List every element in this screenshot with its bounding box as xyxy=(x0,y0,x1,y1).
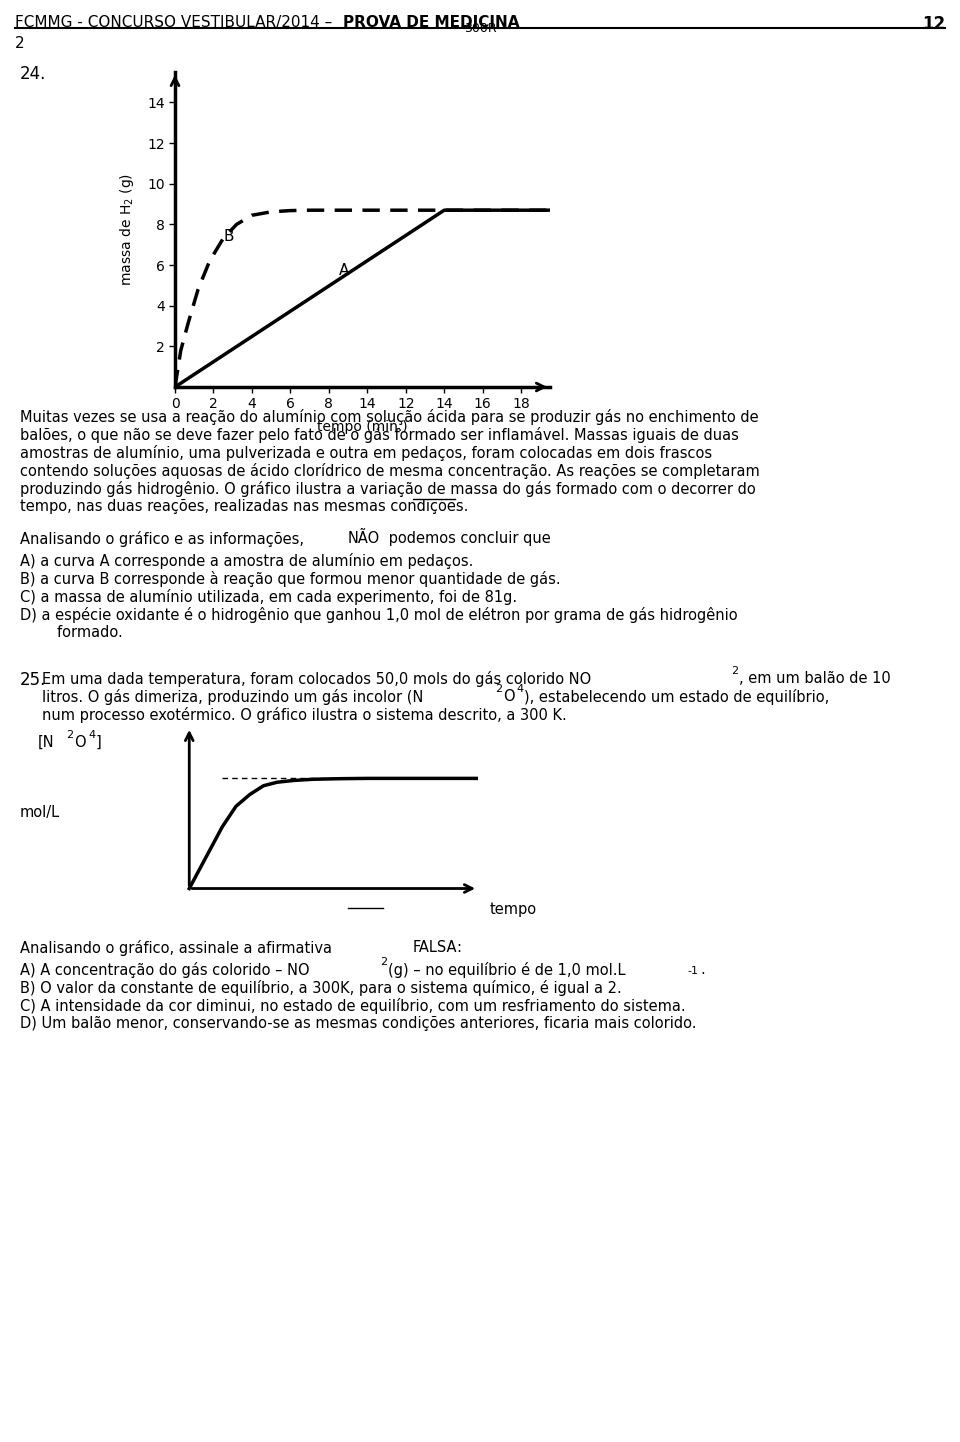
Text: -1: -1 xyxy=(687,966,698,976)
Text: :: : xyxy=(456,940,461,955)
Text: 25.: 25. xyxy=(20,671,46,689)
Y-axis label: massa de H$_2$ (g): massa de H$_2$ (g) xyxy=(118,173,136,286)
Text: B) a curva B corresponde à reação que formou menor quantidade de gás.: B) a curva B corresponde à reação que fo… xyxy=(20,571,561,587)
Text: D) Um balão menor, conservando-se as mesmas condições anteriores, ficaria mais c: D) Um balão menor, conservando-se as mes… xyxy=(20,1017,697,1031)
Text: 12: 12 xyxy=(922,14,945,33)
Text: Analisando o gráfico, assinale a afirmativa: Analisando o gráfico, assinale a afirmat… xyxy=(20,940,337,956)
Text: 2: 2 xyxy=(380,957,387,968)
Text: (g) – no equilíbrio é de 1,0 mol.L: (g) – no equilíbrio é de 1,0 mol.L xyxy=(388,962,626,978)
Text: podemos concluir que: podemos concluir que xyxy=(384,531,551,547)
Text: C) a massa de alumínio utilizada, em cada experimento, foi de 81g.: C) a massa de alumínio utilizada, em cad… xyxy=(20,588,517,606)
Text: tempo: tempo xyxy=(490,903,538,917)
Text: 300R: 300R xyxy=(464,22,496,35)
Text: FCMMG - CONCURSO VESTIBULAR/2014 –: FCMMG - CONCURSO VESTIBULAR/2014 – xyxy=(15,14,337,30)
Text: ), estabelecendo um estado de equilíbrio,: ), estabelecendo um estado de equilíbrio… xyxy=(524,689,829,705)
Text: NÃO: NÃO xyxy=(348,531,380,547)
Text: tempo, nas duas reações, realizadas nas mesmas condições.: tempo, nas duas reações, realizadas nas … xyxy=(20,499,468,513)
Text: balões, o que não se deve fazer pelo fato de o gás formado ser inflamável. Massa: balões, o que não se deve fazer pelo fat… xyxy=(20,427,739,443)
Text: A) A concentração do gás colorido – NO: A) A concentração do gás colorido – NO xyxy=(20,962,310,978)
Text: 2: 2 xyxy=(731,666,738,676)
Text: formado.: formado. xyxy=(20,624,123,640)
Text: 2: 2 xyxy=(15,36,25,50)
Text: ]: ] xyxy=(96,735,102,750)
Text: produzindo gás hidrogênio. O gráfico ilustra a variação de massa do gás formado : produzindo gás hidrogênio. O gráfico ilu… xyxy=(20,482,756,497)
Text: D) a espécie oxidante é o hidrogênio que ganhou 1,0 mol de elétron por grama de : D) a espécie oxidante é o hidrogênio que… xyxy=(20,607,737,623)
Text: Muitas vezes se usa a reação do alumínio com solução ácida para se produzir gás : Muitas vezes se usa a reação do alumínio… xyxy=(20,410,758,425)
Text: PROVA DE MEDICINA: PROVA DE MEDICINA xyxy=(343,14,519,30)
Text: Em uma dada temperatura, foram colocados 50,0 mols do gás colorido NO: Em uma dada temperatura, foram colocados… xyxy=(42,671,591,686)
Text: B: B xyxy=(223,229,233,244)
Text: 2: 2 xyxy=(495,684,502,694)
Text: contendo soluções aquosas de ácido clorídrico de mesma concentração. As reações : contendo soluções aquosas de ácido clorí… xyxy=(20,463,759,479)
Text: O: O xyxy=(503,689,515,704)
X-axis label: tempo (min.): tempo (min.) xyxy=(317,420,408,434)
Text: 2: 2 xyxy=(66,730,73,740)
Text: Analisando o gráfico e as informações,: Analisando o gráfico e as informações, xyxy=(20,531,308,547)
Text: .: . xyxy=(700,962,705,978)
Text: A) a curva A corresponde a amostra de alumínio em pedaços.: A) a curva A corresponde a amostra de al… xyxy=(20,552,473,570)
Text: FALSA: FALSA xyxy=(413,940,458,955)
Text: num processo exotérmico. O gráfico ilustra o sistema descrito, a 300 K.: num processo exotérmico. O gráfico ilust… xyxy=(42,707,566,722)
Text: amostras de alumínio, uma pulverizada e outra em pedaços, foram colocadas em doi: amostras de alumínio, uma pulverizada e … xyxy=(20,446,712,461)
Text: litros. O gás dimeriza, produzindo um gás incolor (N: litros. O gás dimeriza, produzindo um gá… xyxy=(42,689,423,705)
Text: , em um balão de 10: , em um balão de 10 xyxy=(739,671,891,686)
Text: A: A xyxy=(339,264,348,278)
Text: mol/L: mol/L xyxy=(20,805,60,820)
Text: C) A intensidade da cor diminui, no estado de equilíbrio, com um resfriamento do: C) A intensidade da cor diminui, no esta… xyxy=(20,998,685,1014)
Text: [N: [N xyxy=(38,735,55,750)
Text: B) O valor da constante de equilíbrio, a 300K, para o sistema químico, é igual a: B) O valor da constante de equilíbrio, a… xyxy=(20,981,622,996)
Text: 4: 4 xyxy=(88,730,95,740)
Text: 24.: 24. xyxy=(20,65,46,84)
Text: O: O xyxy=(74,735,85,750)
Text: 4: 4 xyxy=(516,684,523,694)
